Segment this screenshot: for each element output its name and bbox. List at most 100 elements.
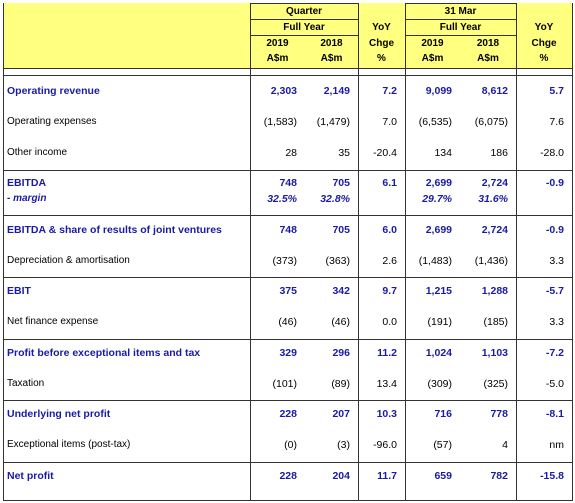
cell: (373) <box>272 255 297 267</box>
row-label: Underlying net profit <box>7 408 111 420</box>
cell: (363) <box>325 255 350 267</box>
cell: 2.6 <box>382 255 397 267</box>
cell: 296 <box>332 347 350 359</box>
row-label: EBITDA & share of results of joint ventu… <box>7 224 222 236</box>
cell: 375 <box>279 285 297 297</box>
cell: (101) <box>272 378 297 390</box>
cell: 10.3 <box>376 408 397 420</box>
period: Full Year <box>439 22 482 33</box>
cell: 4 <box>502 439 508 451</box>
cell: 186 <box>490 147 508 159</box>
cell: (309) <box>427 378 452 390</box>
cell: 2,724 <box>481 177 508 189</box>
cell: 2,699 <box>425 224 452 236</box>
rule <box>405 3 516 4</box>
cell: 7.6 <box>549 116 564 128</box>
unit: A$m <box>266 53 289 64</box>
row-label: - margin <box>7 193 47 204</box>
cell: 29.7% <box>422 193 452 205</box>
cell: 1,024 <box>425 347 452 359</box>
pct: % <box>539 53 549 64</box>
cell: nm <box>549 439 564 451</box>
cell: -0.9 <box>545 224 564 236</box>
cell: 7.2 <box>382 85 397 97</box>
rule <box>3 400 572 401</box>
cell: (3) <box>337 439 350 451</box>
cell: 1,215 <box>425 285 452 297</box>
cell: (1,583) <box>263 116 297 128</box>
cell: 1,103 <box>481 347 508 359</box>
row-label: Exceptional items (post-tax) <box>7 439 131 450</box>
cell: 28 <box>285 147 297 159</box>
group: Quarter <box>285 6 323 17</box>
rule <box>358 3 359 500</box>
cell: 228 <box>279 408 297 420</box>
cell: 778 <box>490 408 508 420</box>
rule <box>250 3 251 500</box>
cell: 9.7 <box>382 285 397 297</box>
chge: Chge <box>531 38 557 49</box>
cell: 11.2 <box>377 347 397 359</box>
cell: -5.7 <box>545 285 564 297</box>
cell: (57) <box>433 439 452 451</box>
cell: (191) <box>427 316 452 328</box>
rule <box>3 462 572 463</box>
year: 2019 <box>421 38 444 49</box>
pct: % <box>377 53 386 64</box>
rule <box>3 339 572 340</box>
cell: 13.4 <box>376 378 397 390</box>
cell: (325) <box>483 378 508 390</box>
cell: 204 <box>332 470 350 482</box>
chge: Chge <box>369 38 394 49</box>
row-label: Depreciation & amortisation <box>7 255 130 266</box>
cell: 3.3 <box>549 255 564 267</box>
row-label: EBITDA <box>7 177 47 189</box>
row-label: EBIT <box>7 285 31 297</box>
cell: (1,436) <box>474 255 508 267</box>
year: 2018 <box>476 38 500 49</box>
cell: 3.3 <box>549 316 564 328</box>
cell: 5.7 <box>549 85 564 97</box>
cell: -20.4 <box>373 147 397 159</box>
cell: 207 <box>332 408 350 420</box>
row-label: Profit before exceptional items and tax <box>7 347 201 359</box>
cell: 31.6% <box>478 193 508 205</box>
cell: (185) <box>483 316 508 328</box>
cell: 6.1 <box>382 177 397 189</box>
rule <box>572 3 573 500</box>
row-label: Operating expenses <box>7 116 97 127</box>
cell: 716 <box>434 408 452 420</box>
row-label: Taxation <box>7 378 45 389</box>
group: 31 Mar <box>444 6 477 17</box>
unit: A$m <box>421 53 444 64</box>
row-label: Operating revenue <box>7 85 100 97</box>
cell: 748 <box>279 177 297 189</box>
cell: -8.1 <box>545 408 564 420</box>
cell: (46) <box>278 316 297 328</box>
rule <box>3 3 4 500</box>
cell: (46) <box>331 316 350 328</box>
row-label: Net finance expense <box>7 316 99 327</box>
rule <box>3 75 572 76</box>
cell: 659 <box>434 470 452 482</box>
cell: 2,699 <box>425 177 452 189</box>
cell: -5.0 <box>545 378 564 390</box>
cell: 782 <box>490 470 508 482</box>
cell: 134 <box>434 147 452 159</box>
cell: (89) <box>331 378 350 390</box>
cell: -7.2 <box>545 347 564 359</box>
cell: -0.9 <box>545 177 564 189</box>
cell: (0) <box>284 439 297 451</box>
cell: 7.0 <box>382 116 397 128</box>
cell: (1,479) <box>316 116 350 128</box>
rule <box>250 3 358 4</box>
yoy: YoY <box>372 22 391 33</box>
period: Full Year <box>283 22 325 33</box>
cell: 2,724 <box>481 224 508 236</box>
cell: -96.0 <box>373 439 397 451</box>
cell: 228 <box>279 470 297 482</box>
cell: 6.0 <box>382 224 397 236</box>
rule <box>250 19 358 20</box>
cell: 32.8% <box>320 193 350 205</box>
